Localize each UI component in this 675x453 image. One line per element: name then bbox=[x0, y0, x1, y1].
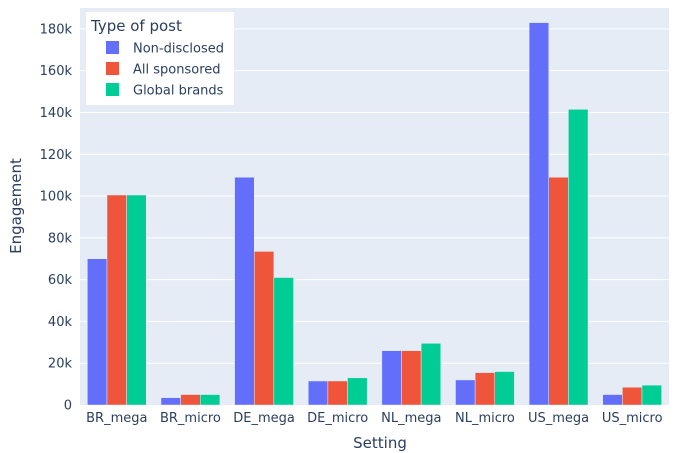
bar-all-sponsored-nl-micro bbox=[474, 372, 496, 406]
legend-item[interactable]: All sponsored bbox=[106, 62, 221, 78]
bar-non-disclosed-us-micro bbox=[602, 394, 623, 406]
bar-global-brands-nl-mega bbox=[420, 343, 442, 406]
bar-global-brands-nl-micro bbox=[494, 371, 515, 406]
y-tick-label: 60k bbox=[48, 273, 73, 288]
bar-all-sponsored-nl-mega bbox=[401, 350, 422, 406]
y-tick-label: 20k bbox=[48, 357, 73, 372]
bar-non-disclosed-br-mega bbox=[87, 258, 108, 406]
legend-item[interactable]: Non-disclosed bbox=[106, 41, 224, 57]
legend-label: Global brands bbox=[133, 84, 224, 99]
bar-all-sponsored-de-mega bbox=[253, 251, 275, 406]
legend-item[interactable]: Global brands bbox=[106, 83, 224, 99]
y-tick-label: 100k bbox=[40, 190, 73, 205]
y-tick-label: 160k bbox=[40, 64, 73, 79]
legend: Type of post Non-disclosed All sponsored G… bbox=[86, 12, 234, 105]
y-tick-label: 0 bbox=[64, 399, 72, 414]
bar-global-brands-us-mega bbox=[568, 109, 589, 406]
legend-swatch bbox=[106, 83, 119, 96]
legend-swatch bbox=[106, 41, 119, 54]
y-tick-label: 180k bbox=[40, 22, 73, 37]
bar-global-brands-de-micro bbox=[347, 377, 368, 406]
y-axis-title: Engagement bbox=[7, 158, 25, 254]
y-tick-label: 80k bbox=[48, 231, 73, 246]
bar-non-disclosed-de-micro bbox=[307, 380, 329, 406]
bar-non-disclosed-br-micro bbox=[160, 397, 181, 406]
bars bbox=[87, 22, 662, 406]
bar-non-disclosed-us-mega bbox=[528, 22, 549, 406]
bar-non-disclosed-de-mega bbox=[234, 176, 255, 406]
bar-global-brands-de-mega bbox=[273, 277, 294, 406]
bar-all-sponsored-us-micro bbox=[622, 386, 643, 406]
x-tick-label: BR_mega bbox=[86, 411, 147, 426]
bar-global-brands-br-micro bbox=[200, 394, 221, 406]
legend-label: Non-disclosed bbox=[133, 42, 224, 57]
x-tick-label: DE_micro bbox=[307, 411, 368, 426]
bar-all-sponsored-us-mega bbox=[548, 176, 569, 406]
x-tick-label: NL_mega bbox=[381, 411, 441, 426]
bar-global-brands-br-mega bbox=[126, 194, 147, 406]
legend-title: Type of post bbox=[90, 17, 182, 35]
bar-all-sponsored-br-micro bbox=[180, 394, 201, 406]
y-tick-label: 40k bbox=[48, 315, 73, 330]
legend-swatch bbox=[106, 62, 119, 75]
bar-all-sponsored-br-mega bbox=[106, 194, 127, 406]
bar-global-brands-us-micro bbox=[641, 384, 662, 406]
y-tick-label: 140k bbox=[40, 106, 73, 121]
y-tick-label: 120k bbox=[40, 148, 73, 163]
x-axis-ticks: BR_mega BR_micro DE_mega DE_micro NL_mega NL_… bbox=[86, 411, 662, 426]
x-tick-label: NL_micro bbox=[455, 411, 515, 426]
bar-all-sponsored-de-micro bbox=[327, 380, 348, 406]
y-axis-ticks: 0 20k 40k 60k 80k 100k 120k 140k 160k 180k bbox=[40, 22, 73, 413]
x-tick-label: BR_micro bbox=[160, 411, 221, 426]
x-tick-label: US_mega bbox=[528, 411, 589, 426]
legend-label: All sponsored bbox=[133, 63, 221, 78]
x-axis-title: Setting bbox=[353, 434, 407, 452]
bar-non-disclosed-nl-mega bbox=[381, 350, 402, 406]
x-tick-label: DE_mega bbox=[233, 411, 295, 426]
x-tick-label: US_micro bbox=[602, 411, 663, 426]
bar-non-disclosed-nl-micro bbox=[455, 379, 476, 406]
legend-items: Non-disclosed All sponsored Global brands bbox=[106, 41, 224, 99]
